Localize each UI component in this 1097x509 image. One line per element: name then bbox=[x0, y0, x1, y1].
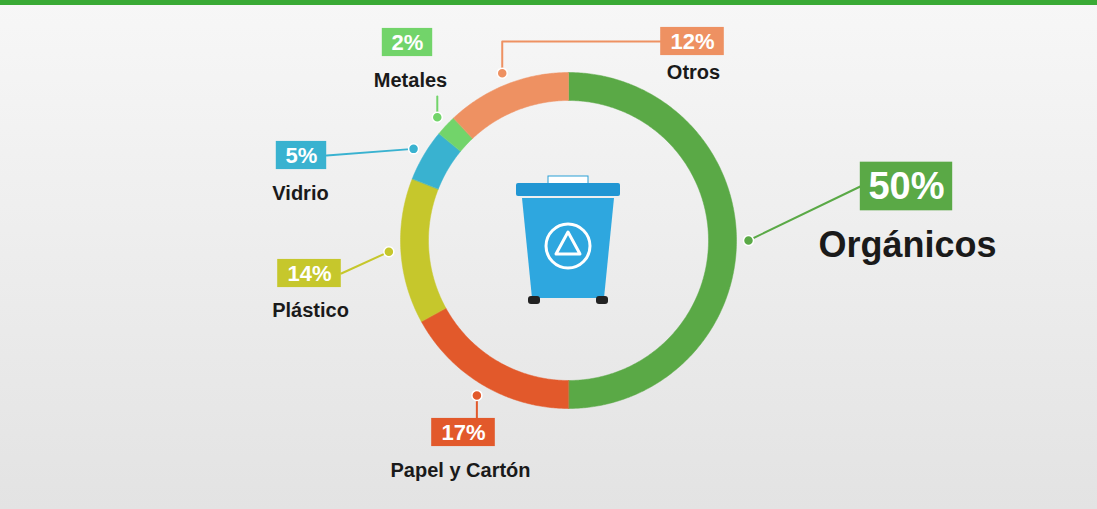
svg-text:Papel y Cartón: Papel y Cartón bbox=[390, 459, 530, 481]
svg-text:5%: 5% bbox=[286, 143, 318, 168]
svg-text:Metales: Metales bbox=[374, 69, 447, 91]
svg-text:14%: 14% bbox=[287, 261, 331, 286]
svg-text:2%: 2% bbox=[392, 30, 424, 55]
svg-text:12%: 12% bbox=[670, 29, 714, 54]
svg-text:17%: 17% bbox=[441, 420, 485, 445]
svg-text:Otros: Otros bbox=[667, 61, 720, 83]
svg-text:Plástico: Plástico bbox=[272, 299, 349, 321]
svg-text:50%: 50% bbox=[868, 165, 944, 207]
svg-text:Orgánicos: Orgánicos bbox=[818, 224, 996, 265]
svg-text:Vidrio: Vidrio bbox=[272, 182, 328, 204]
